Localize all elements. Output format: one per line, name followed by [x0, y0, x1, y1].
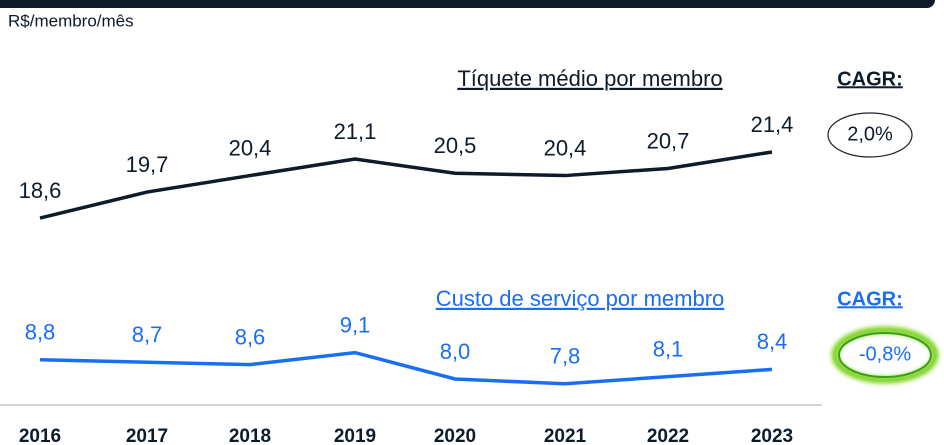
data-label: 18,6	[19, 178, 62, 203]
x-tick-label: 2020	[434, 426, 476, 445]
data-label: 9,1	[340, 312, 371, 337]
x-tick-label: 2021	[544, 426, 587, 445]
data-label: 21,4	[751, 112, 794, 137]
series-line	[39, 150, 773, 220]
data-label: 19,7	[126, 152, 169, 177]
x-tick-label: 2019	[334, 426, 376, 445]
series-title: Custo de serviço por membro	[436, 286, 725, 311]
data-label: 20,5	[434, 133, 477, 158]
cagr-label: CAGR:	[837, 288, 903, 310]
header-bar	[0, 0, 935, 8]
data-label: 8,7	[132, 322, 163, 347]
data-label: 8,4	[757, 329, 788, 354]
data-label: 20,4	[544, 135, 587, 160]
x-tick-label: 2023	[751, 426, 793, 445]
unit-label: R$/membro/mês	[8, 11, 134, 30]
data-label: 20,7	[647, 128, 690, 153]
cagr-highlight	[831, 326, 939, 384]
cagr-label: CAGR:	[837, 68, 903, 90]
data-label: 8,0	[440, 339, 471, 364]
cagr-value: 2,0%	[847, 123, 893, 145]
series-title: Tíquete médio por membro	[457, 66, 722, 91]
data-label: 8,1	[653, 336, 684, 361]
data-label: 21,1	[334, 119, 377, 144]
cagr-value: -0,8%	[859, 343, 911, 365]
x-tick-label: 2022	[647, 426, 689, 445]
cagr-ellipse	[827, 112, 913, 158]
data-label: 20,4	[229, 135, 272, 160]
data-label: 8,6	[235, 324, 266, 349]
data-label: 7,8	[550, 344, 581, 369]
x-tick-label: 2017	[126, 426, 168, 445]
x-tick-label: 2018	[229, 426, 271, 445]
series-line	[39, 350, 773, 386]
data-label: 8,8	[25, 320, 56, 345]
cagr-ellipse	[838, 332, 932, 378]
x-tick-label: 2016	[19, 426, 61, 445]
